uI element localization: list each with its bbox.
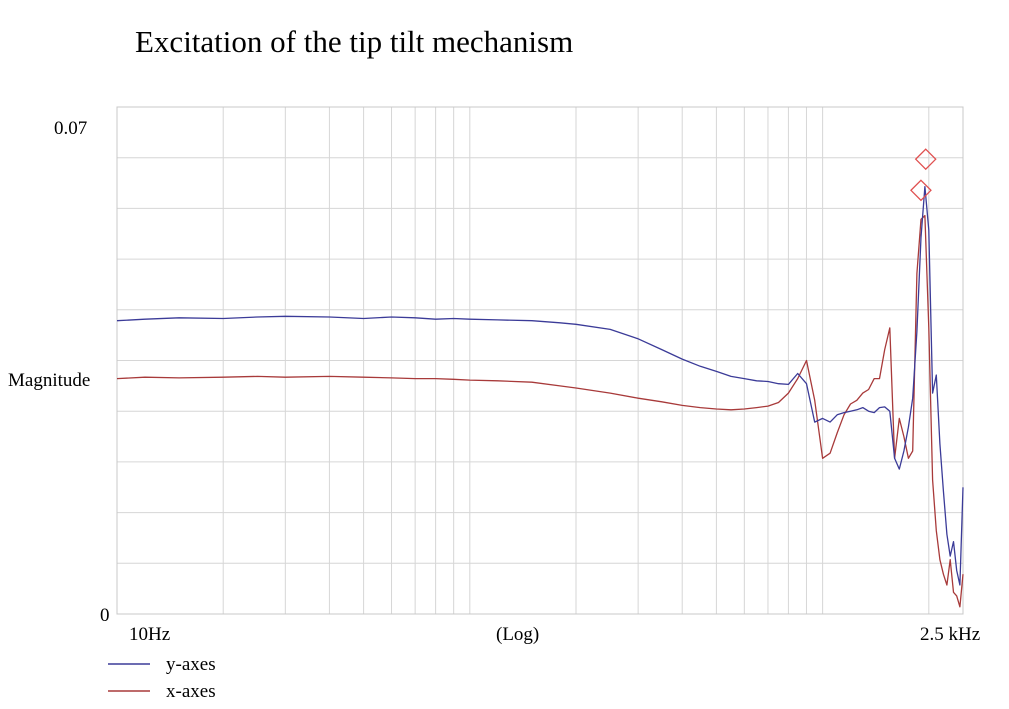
x-tick-label-min: 10Hz bbox=[129, 624, 170, 645]
x-axis-label: (Log) bbox=[496, 624, 539, 645]
series-layer bbox=[116, 186, 964, 608]
legend-label-y-axes: y-axes bbox=[166, 654, 216, 675]
plot-frame bbox=[116, 106, 964, 615]
marker-layer bbox=[910, 148, 937, 202]
legend: y-axes x-axes bbox=[108, 654, 216, 702]
grid bbox=[117, 107, 963, 614]
y-tick-label-min: 0 bbox=[100, 605, 110, 626]
x-tick-label-max: 2.5 kHz bbox=[920, 624, 980, 645]
series-line-x-axes bbox=[116, 214, 964, 608]
legend-label-x-axes: x-axes bbox=[166, 681, 216, 702]
y-axis-label: Magnitude bbox=[8, 370, 90, 391]
chart-title: Excitation of the tip tilt mechanism bbox=[135, 24, 573, 59]
series-line-y-axes bbox=[116, 186, 964, 586]
peak-marker-y-axes bbox=[914, 148, 937, 171]
peak-marker-x-axes bbox=[910, 179, 932, 202]
y-tick-label-max: 0.07 bbox=[54, 118, 87, 139]
